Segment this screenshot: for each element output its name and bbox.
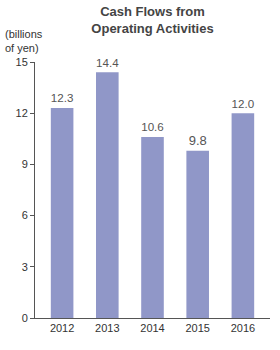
svg-text:12.0: 12.0 <box>232 97 255 110</box>
svg-text:15: 15 <box>16 56 28 68</box>
svg-text:3: 3 <box>22 261 28 273</box>
svg-text:12.3: 12.3 <box>51 91 74 104</box>
svg-text:2014: 2014 <box>140 322 164 334</box>
svg-text:(billionsof yen): (billionsof yen) <box>5 28 43 54</box>
svg-text:12: 12 <box>16 107 28 119</box>
svg-text:2015: 2015 <box>185 322 209 334</box>
svg-text:6: 6 <box>22 209 28 221</box>
svg-text:2012: 2012 <box>50 322 74 334</box>
svg-text:10.6: 10.6 <box>141 120 164 133</box>
svg-text:2013: 2013 <box>95 322 119 334</box>
svg-text:9.8: 9.8 <box>189 133 207 148</box>
svg-text:9: 9 <box>22 158 28 170</box>
svg-text:Cash Flows fromOperating Activ: Cash Flows fromOperating Activities <box>91 4 213 36</box>
svg-text:0: 0 <box>22 312 28 324</box>
svg-text:2016: 2016 <box>231 322 255 334</box>
svg-text:14.4: 14.4 <box>96 56 119 69</box>
